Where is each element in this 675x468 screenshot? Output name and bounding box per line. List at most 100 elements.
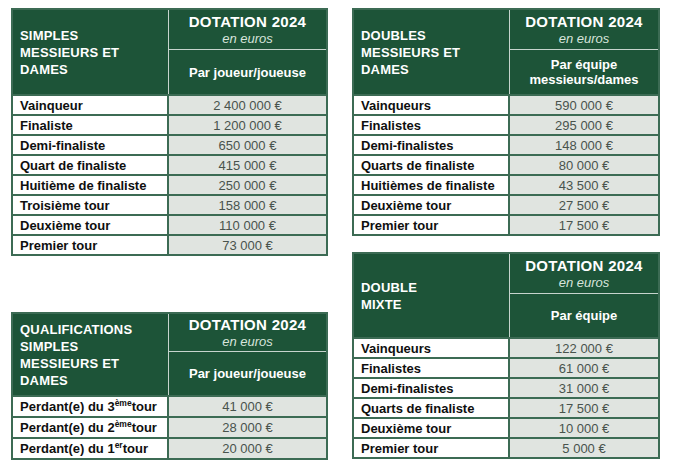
table-row: Demi-finaliste 650 000 € xyxy=(13,134,326,154)
dotation-block: DOTATION 2024 en euros xyxy=(169,10,326,50)
table-double-mixte: DOUBLE MIXTE DOTATION 2024 en euros Par … xyxy=(352,252,660,459)
unit-label: Par équipe messieurs/dames xyxy=(510,50,658,94)
row-value: 31 000 € xyxy=(510,379,658,397)
table-row: Perdant(e) du 3ème tour 41 000 € xyxy=(13,395,326,416)
dotation-subtitle: en euros xyxy=(559,275,610,290)
table-row: Quarts de finaliste 80 000 € xyxy=(354,154,658,174)
row-value: 158 000 € xyxy=(169,196,326,214)
row-label: Vainqueurs xyxy=(354,339,510,357)
row-value: 148 000 € xyxy=(510,136,658,154)
table-title-cell: QUALIFICATIONS SIMPLES MESSIEURS ET DAME… xyxy=(13,314,169,395)
table-row: Finaliste 1 200 000 € xyxy=(13,114,326,134)
row-value: 10 000 € xyxy=(510,419,658,437)
unit-label: Par joueur/joueuse xyxy=(169,352,326,395)
unit-label: Par joueur/joueuse xyxy=(169,50,326,94)
row-label: Huitièmes de finaliste xyxy=(354,176,510,194)
table-doubles-header: DOUBLES MESSIEURS ET DAMES DOTATION 2024… xyxy=(354,10,658,94)
row-label: Demi-finaliste xyxy=(13,136,169,154)
table-row: Premier tour 17 500 € xyxy=(354,214,658,234)
row-label: Deuxième tour xyxy=(354,419,510,437)
row-label: Demi-finalistes xyxy=(354,136,510,154)
row-label: Finalistes xyxy=(354,359,510,377)
table-simples: SIMPLES MESSIEURS ET DAMES DOTATION 2024… xyxy=(11,8,328,256)
row-value: 1 200 000 € xyxy=(169,116,326,134)
dotation-block: DOTATION 2024 en euros xyxy=(510,254,658,294)
table-body: Vainqueurs 122 000 € Finalistes 61 000 €… xyxy=(354,337,658,457)
row-label: Perdant(e) du 2ème tour xyxy=(13,418,169,437)
table-row: Deuxième tour 110 000 € xyxy=(13,214,326,234)
ordinal-superscript: er xyxy=(115,440,123,450)
table-row: Quart de finaliste 415 000 € xyxy=(13,154,326,174)
row-value: 73 000 € xyxy=(169,236,326,254)
table-qualifications-header: QUALIFICATIONS SIMPLES MESSIEURS ET DAME… xyxy=(13,314,326,395)
row-label: Quart de finaliste xyxy=(13,156,169,174)
row-label: Vainqueur xyxy=(13,96,169,114)
ordinal-superscript: ème xyxy=(115,419,132,429)
row-value: 250 000 € xyxy=(169,176,326,194)
row-label: Perdant(e) du 1er tour xyxy=(13,439,169,458)
row-label: Premier tour xyxy=(354,439,510,457)
row-label: Troisième tour xyxy=(13,196,169,214)
table-row: Premier tour 73 000 € xyxy=(13,234,326,254)
table-title: SIMPLES MESSIEURS ET DAMES xyxy=(20,27,164,78)
row-value: 80 000 € xyxy=(510,156,658,174)
dotation-title: DOTATION 2024 xyxy=(189,13,307,30)
table-row: Finalistes 295 000 € xyxy=(354,114,658,134)
row-value: 415 000 € xyxy=(169,156,326,174)
prize-money-page: SIMPLES MESSIEURS ET DAMES DOTATION 2024… xyxy=(0,0,675,468)
row-value: 122 000 € xyxy=(510,339,658,357)
row-label: Quarts de finaliste xyxy=(354,399,510,417)
dotation-block: DOTATION 2024 en euros xyxy=(169,314,326,352)
table-row: Quarts de finaliste 17 500 € xyxy=(354,397,658,417)
table-title-cell: DOUBLES MESSIEURS ET DAMES xyxy=(354,10,510,94)
header-right: DOTATION 2024 en euros Par joueur/joueus… xyxy=(169,314,326,395)
table-row: Huitièmes de finaliste 43 500 € xyxy=(354,174,658,194)
table-row: Troisième tour 158 000 € xyxy=(13,194,326,214)
dotation-title: DOTATION 2024 xyxy=(525,13,643,30)
row-label: Deuxième tour xyxy=(354,196,510,214)
table-title: QUALIFICATIONS SIMPLES MESSIEURS ET DAME… xyxy=(20,321,164,389)
row-label: Quarts de finaliste xyxy=(354,156,510,174)
header-right: DOTATION 2024 en euros Par équipe xyxy=(510,254,658,337)
table-row: Huitième de finaliste 250 000 € xyxy=(13,174,326,194)
table-body: Vainqueur 2 400 000 € Finaliste 1 200 00… xyxy=(13,94,326,254)
table-title: DOUBLES MESSIEURS ET DAMES xyxy=(361,27,505,78)
dotation-title: DOTATION 2024 xyxy=(525,257,643,274)
table-title-cell: DOUBLE MIXTE xyxy=(354,254,510,337)
header-right: DOTATION 2024 en euros Par joueur/joueus… xyxy=(169,10,326,94)
table-simples-header: SIMPLES MESSIEURS ET DAMES DOTATION 2024… xyxy=(13,10,326,94)
row-value: 20 000 € xyxy=(169,439,326,458)
table-row: Vainqueur 2 400 000 € xyxy=(13,94,326,114)
row-label: Premier tour xyxy=(13,236,169,254)
table-row: Vainqueurs 122 000 € xyxy=(354,337,658,357)
row-value: 650 000 € xyxy=(169,136,326,154)
row-label: Deuxième tour xyxy=(13,216,169,234)
table-row: Premier tour 5 000 € xyxy=(354,437,658,457)
header-right: DOTATION 2024 en euros Par équipe messie… xyxy=(510,10,658,94)
table-row: Demi-finalistes 148 000 € xyxy=(354,134,658,154)
row-value: 41 000 € xyxy=(169,397,326,416)
dotation-subtitle: en euros xyxy=(559,31,610,46)
unit-label: Par équipe xyxy=(510,294,658,337)
row-label: Premier tour xyxy=(354,216,510,234)
row-value: 43 500 € xyxy=(510,176,658,194)
table-row: Finalistes 61 000 € xyxy=(354,357,658,377)
row-value: 27 500 € xyxy=(510,196,658,214)
row-value: 17 500 € xyxy=(510,216,658,234)
table-row: Deuxième tour 27 500 € xyxy=(354,194,658,214)
row-value: 17 500 € xyxy=(510,399,658,417)
row-value: 295 000 € xyxy=(510,116,658,134)
dotation-subtitle: en euros xyxy=(222,31,273,46)
table-qualifications: QUALIFICATIONS SIMPLES MESSIEURS ET DAME… xyxy=(11,312,328,460)
row-value: 61 000 € xyxy=(510,359,658,377)
ordinal-superscript: ème xyxy=(115,398,132,408)
table-row: Perdant(e) du 1er tour 20 000 € xyxy=(13,437,326,458)
table-row: Demi-finalistes 31 000 € xyxy=(354,377,658,397)
table-body: Perdant(e) du 3ème tour 41 000 € Perdant… xyxy=(13,395,326,458)
row-value: 2 400 000 € xyxy=(169,96,326,114)
dotation-block: DOTATION 2024 en euros xyxy=(510,10,658,50)
dotation-subtitle: en euros xyxy=(222,334,273,349)
table-row: Vainqueurs 590 000 € xyxy=(354,94,658,114)
table-title: DOUBLE MIXTE xyxy=(361,279,417,313)
table-double-mixte-header: DOUBLE MIXTE DOTATION 2024 en euros Par … xyxy=(354,254,658,337)
